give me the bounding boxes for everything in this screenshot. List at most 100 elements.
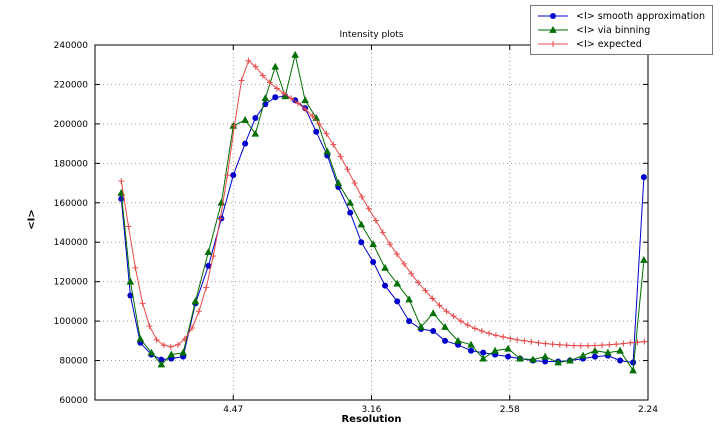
series-1-triangle-marker — [147, 348, 156, 356]
series-1 — [117, 50, 648, 374]
series-1-triangle-marker — [491, 346, 499, 354]
series-line-2 — [120, 59, 645, 348]
legend-label: <I> smooth approximation — [576, 10, 705, 22]
y-tick-label: 240000 — [54, 41, 89, 51]
series-1-triangle-marker — [271, 62, 280, 70]
legend-label: <I> via binning — [576, 24, 651, 36]
series-1-triangle-marker — [554, 358, 562, 366]
series-1-triangle-marker — [136, 334, 145, 342]
series-1-triangle-marker — [591, 346, 599, 354]
legend-item: <I> expected — [536, 38, 705, 50]
series-1-triangle-marker — [541, 352, 549, 360]
series-1-triangle-marker — [357, 220, 366, 228]
series-1-triangle-marker — [616, 346, 624, 354]
series-1-triangle-marker — [323, 147, 332, 155]
series-1-triangle-marker — [204, 248, 213, 255]
series-1-triangle-marker — [629, 366, 637, 374]
legend-sample-plus-icon — [538, 41, 569, 47]
y-tick-label: 160000 — [54, 199, 89, 209]
y-tick-label: 220000 — [54, 80, 89, 90]
series-0-circle-marker — [358, 239, 365, 246]
legend-label: <I> expected — [576, 38, 642, 50]
series-0-circle-marker — [591, 353, 598, 360]
series-1-triangle-marker — [251, 129, 260, 137]
series-1-triangle-marker — [167, 350, 176, 358]
y-tick-label: 80000 — [59, 357, 88, 367]
series-1-triangle-marker — [381, 263, 389, 271]
legend-triangle-marker — [549, 26, 557, 33]
series-1-triangle-marker — [640, 255, 648, 263]
y-tick-label: 100000 — [54, 317, 89, 327]
series-1-triangle-marker — [334, 179, 343, 186]
series-0-circle-marker — [347, 209, 354, 216]
series-line-1 — [120, 54, 645, 372]
plot-frame — [94, 44, 649, 401]
series-0-circle-marker — [118, 195, 125, 202]
series-1-triangle-marker — [217, 198, 226, 206]
series-1-triangle-marker — [191, 297, 200, 305]
y-tick-label: 120000 — [54, 278, 89, 288]
series-0-circle-marker — [382, 282, 389, 289]
y-axis-label: <I> — [26, 209, 38, 230]
y-tick-label: 140000 — [54, 238, 89, 248]
series-1-triangle-marker — [369, 240, 377, 248]
series-line-0 — [120, 95, 645, 364]
series-1-triangle-marker — [479, 354, 488, 362]
series-0-circle-marker — [630, 359, 637, 366]
series-0-circle-marker — [430, 327, 437, 334]
series-2 — [118, 57, 648, 350]
series-0-circle-marker — [158, 356, 165, 363]
x-tick-label: 2.24 — [638, 405, 658, 415]
series-0-circle-marker — [313, 128, 320, 135]
chart-title: Intensity plots — [339, 30, 404, 40]
series-0-circle-marker — [442, 337, 449, 344]
series-1-triangle-marker — [179, 348, 188, 356]
series-1-triangle-marker — [301, 96, 309, 104]
series-1-triangle-marker — [529, 355, 537, 363]
series-0-circle-marker — [205, 262, 212, 269]
x-tick-label: 4.47 — [223, 405, 243, 415]
x-tick-label: 2.58 — [500, 405, 520, 415]
series-1-triangle-marker — [405, 295, 413, 303]
series-1-triangle-marker — [429, 309, 437, 317]
series-1-triangle-marker — [454, 336, 462, 344]
series-0-circle-marker — [370, 258, 377, 265]
series-1-triangle-marker — [566, 356, 574, 364]
series-0-circle-marker — [480, 349, 487, 356]
series-0-circle-marker — [127, 292, 134, 299]
series-0-circle-marker — [230, 172, 237, 179]
series-0-circle-marker — [505, 353, 512, 360]
series-0-circle-marker — [617, 357, 624, 364]
series-1-triangle-marker — [291, 50, 299, 58]
series-1-triangle-marker — [417, 323, 425, 330]
series-1-triangle-marker — [441, 323, 449, 330]
series-0-circle-marker — [272, 94, 279, 101]
y-tick-label: 60000 — [59, 396, 88, 406]
series-1-triangle-marker — [157, 360, 166, 368]
series-1-triangle-marker — [393, 279, 402, 287]
series-1-triangle-marker — [467, 340, 475, 348]
legend-sample-circle-icon — [538, 13, 569, 19]
legend-item: <I> via binning — [536, 24, 705, 36]
series-0-circle-marker — [542, 358, 549, 365]
series-1-triangle-marker — [579, 351, 587, 359]
series-1-triangle-marker — [604, 348, 612, 356]
legend-sample-triangle-icon — [538, 26, 569, 33]
legend-item: <I> smooth approximation — [536, 10, 705, 22]
series-0-circle-marker — [394, 298, 401, 305]
series-1-triangle-marker — [504, 344, 512, 352]
y-tick-label: 200000 — [54, 120, 89, 130]
series-1-triangle-marker — [261, 94, 270, 102]
series-1-triangle-marker — [229, 121, 238, 129]
series-0-circle-marker — [242, 140, 249, 147]
series-1-triangle-marker — [346, 198, 355, 206]
series-1-triangle-marker — [281, 92, 290, 100]
legend-circle-marker — [550, 13, 557, 19]
series-1-triangle-marker — [126, 277, 135, 285]
x-axis-label: Resolution — [341, 414, 402, 425]
series-1-triangle-marker — [312, 113, 320, 121]
legend: <I> smooth approximation <I> via binning <… — [530, 5, 713, 55]
series-1-triangle-marker — [241, 115, 249, 123]
